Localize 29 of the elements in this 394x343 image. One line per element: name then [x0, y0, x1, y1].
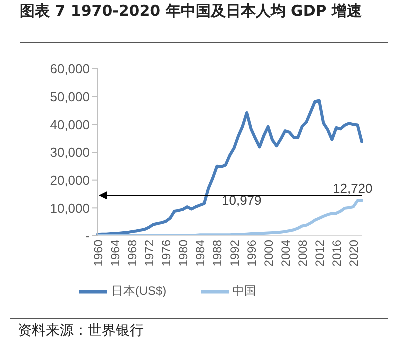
x-tick-label: 1988 [210, 240, 225, 267]
y-tick-label: 50,000 [50, 89, 90, 104]
x-tick-label: 1980 [176, 240, 191, 267]
annotation: 10,979 [222, 193, 262, 208]
chart-title: 图表 7 1970-2020 年中国及日本人均 GDP 增速 [20, 2, 364, 21]
y-tick-label: 30,000 [50, 145, 90, 160]
x-tick-label: 1972 [142, 240, 157, 267]
x-tick-label: 2004 [278, 240, 293, 267]
y-tick-label: 40,000 [50, 117, 90, 132]
y-tick-label: 60,000 [50, 62, 90, 77]
x-tick-label: 2016 [330, 240, 344, 267]
legend-label: 日本(US$) [111, 284, 167, 298]
legend-label: 中国 [232, 284, 257, 298]
x-tick-label: 2008 [296, 240, 310, 267]
y-tick-label: 20,000 [50, 172, 90, 188]
x-tick-label: 1992 [228, 240, 242, 267]
text: 资料来源：世界银行 [18, 322, 144, 340]
x-tick-label: 1964 [108, 240, 123, 267]
y-tick-label: - [86, 228, 90, 244]
annotation: 12,720 [333, 181, 373, 196]
x-tick-label: 1996 [244, 240, 259, 267]
x-tick-label: 1968 [126, 240, 140, 267]
x-tick-label: 2012 [312, 240, 327, 267]
x-tick-label: 2020 [347, 240, 362, 267]
y-tick-label: 10,000 [50, 200, 90, 216]
x-tick-label: 1960 [92, 240, 106, 267]
x-tick-label: 1984 [194, 240, 208, 267]
x-tick-label: 1976 [160, 240, 174, 267]
x-tick-label: 2000 [262, 240, 276, 267]
